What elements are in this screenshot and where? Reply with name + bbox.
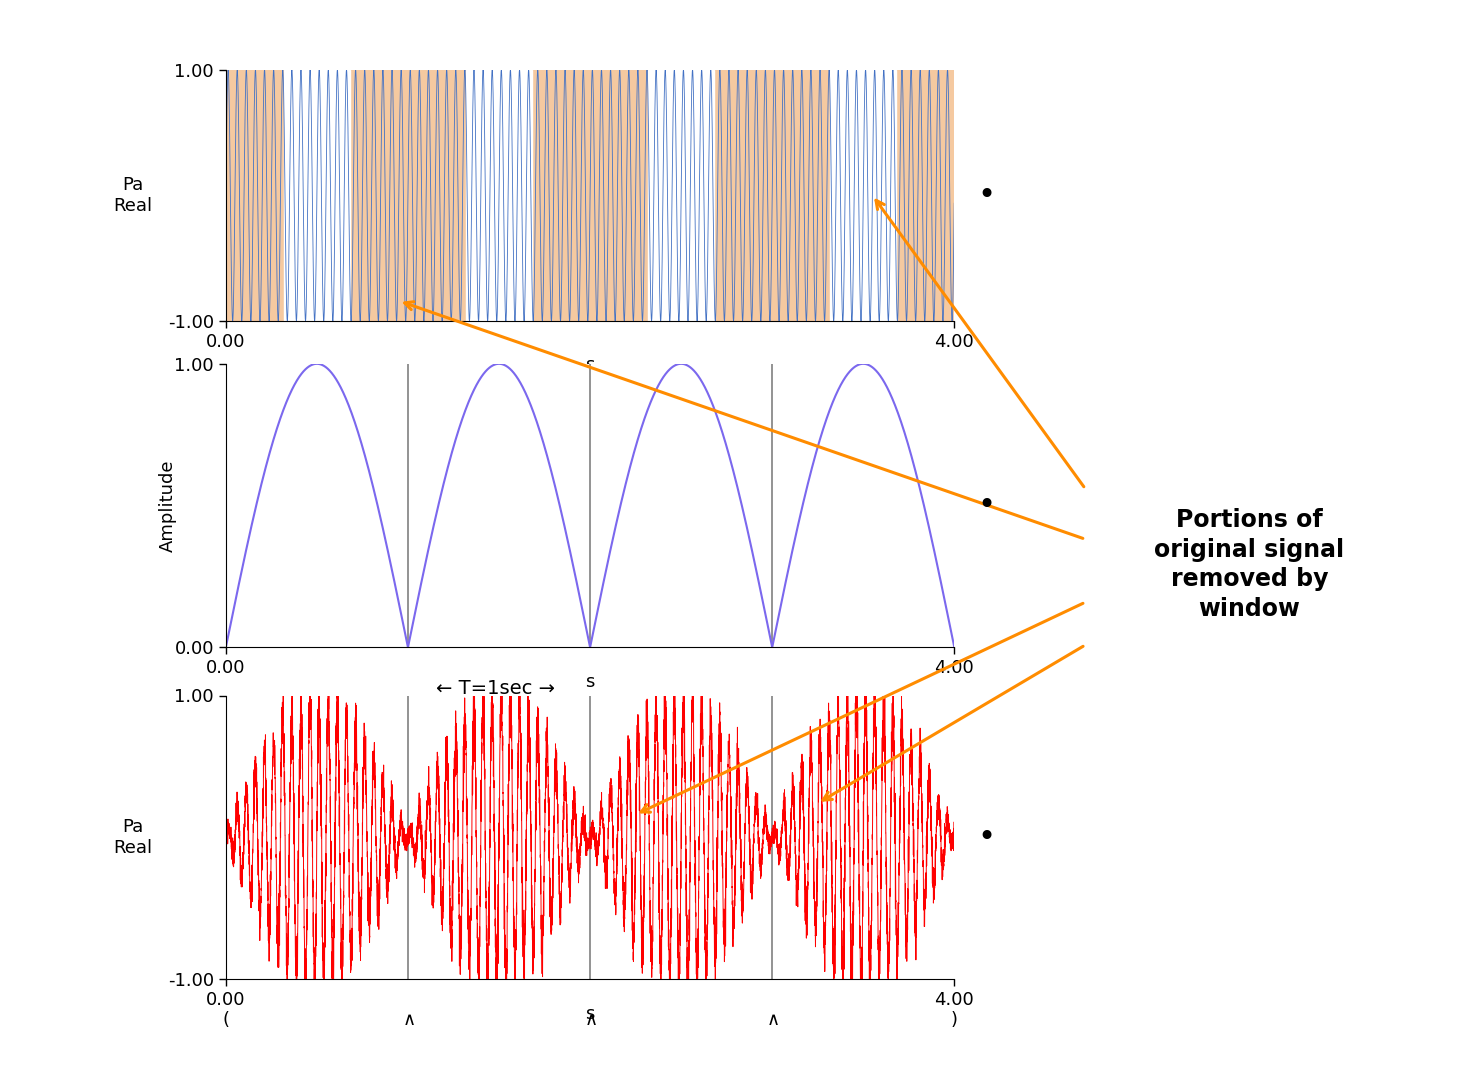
Y-axis label: Pa
Real: Pa Real bbox=[114, 175, 153, 215]
Text: s: s bbox=[586, 1005, 594, 1023]
Y-axis label: Pa
Real: Pa Real bbox=[114, 817, 153, 857]
Text: Portions of
original signal
removed by
window: Portions of original signal removed by w… bbox=[1154, 508, 1345, 621]
Bar bbox=[830, 70, 896, 321]
Y-axis label: Amplitude: Amplitude bbox=[159, 459, 176, 552]
Text: •: • bbox=[978, 823, 995, 852]
Text: $\wedge$: $\wedge$ bbox=[402, 1011, 414, 1029]
Bar bbox=[648, 70, 714, 321]
Bar bbox=[466, 70, 532, 321]
Bar bbox=[284, 70, 350, 321]
Text: (: ( bbox=[223, 1011, 229, 1029]
Text: •: • bbox=[978, 491, 995, 520]
Text: s: s bbox=[586, 356, 594, 374]
Text: $\wedge$: $\wedge$ bbox=[766, 1011, 778, 1029]
Text: ): ) bbox=[951, 1011, 957, 1029]
Text: s: s bbox=[586, 673, 594, 691]
Text: ← T=1sec →: ← T=1sec → bbox=[436, 678, 555, 698]
Text: •: • bbox=[978, 181, 995, 210]
Text: $\wedge$: $\wedge$ bbox=[584, 1011, 596, 1029]
